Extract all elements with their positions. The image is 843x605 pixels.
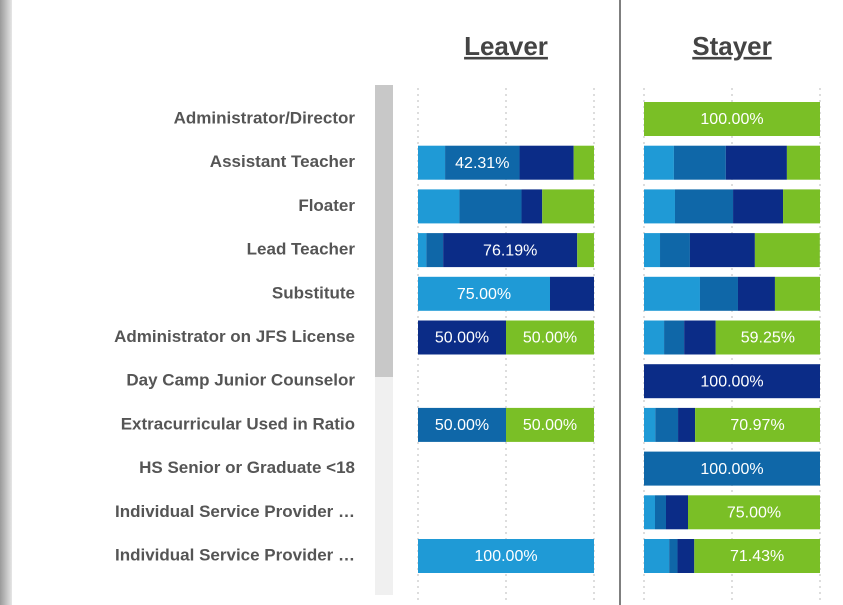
bar-segment (644, 189, 675, 224)
data-label: 100.00% (700, 111, 763, 128)
bar-segment (506, 320, 594, 355)
category-label: Individual Service Provider … (115, 545, 355, 564)
bar-segment (644, 320, 665, 355)
plot: Administrator/Director Assistant Teacher F… (114, 31, 821, 600)
category-label: Assistant Teacher (210, 152, 356, 171)
data-label: 76.19% (483, 242, 537, 259)
bar-segment (733, 189, 784, 224)
bar-segment (644, 233, 661, 268)
bar-segment (754, 233, 820, 268)
window-edge (0, 0, 12, 605)
data-label: 59.25% (741, 330, 795, 347)
category-label: Individual Service Provider … (115, 502, 355, 521)
data-label: 50.00% (435, 417, 489, 434)
bar-segment (644, 364, 820, 399)
bar-segment (673, 145, 726, 180)
category-label: Administrator on JFS License (114, 327, 355, 346)
bar-segment (418, 233, 427, 268)
category-label: Extracurricular Used in Ratio (121, 414, 355, 433)
bar-segment (445, 145, 520, 180)
bar-segment (677, 539, 695, 573)
category-label: Lead Teacher (247, 240, 356, 259)
bar-segment (506, 407, 594, 442)
bar-segment (418, 189, 460, 224)
data-label: 75.00% (457, 286, 511, 303)
data-label: 42.31% (455, 155, 509, 172)
panel-title: Leaver (464, 31, 548, 61)
scrollbar-thumb[interactable] (375, 85, 393, 377)
panel-title: Stayer (692, 31, 772, 61)
bar-segment (418, 145, 446, 180)
bar-segment (694, 539, 820, 573)
category-label: Day Camp Junior Counselor (126, 371, 355, 390)
bar-segment (715, 320, 820, 355)
data-label: 50.00% (523, 330, 577, 347)
bar-segment (418, 320, 506, 355)
bar-segment (644, 495, 655, 530)
category-label: HS Senior or Graduate <18 (139, 458, 355, 477)
bar-segment (774, 276, 820, 311)
bar-segment (644, 102, 820, 136)
bar-segment (644, 407, 656, 442)
bar-segment (664, 320, 685, 355)
bar-segment (418, 539, 594, 573)
data-label: 70.97% (730, 417, 784, 434)
bar-segment (644, 276, 700, 311)
data-label: 75.00% (727, 505, 781, 522)
data-label: 50.00% (435, 330, 489, 347)
data-label: 50.00% (523, 417, 577, 434)
data-label: 100.00% (474, 548, 537, 565)
bar-segment (577, 233, 594, 268)
bar-segment (519, 145, 574, 180)
category-label: Substitute (272, 283, 355, 302)
data-label: 71.43% (730, 548, 784, 565)
bar-segment (426, 233, 444, 268)
bar-segment (542, 189, 594, 224)
bar-segment (660, 233, 690, 268)
bar-segment (666, 495, 688, 530)
bar-segment (644, 451, 820, 486)
category-label: Floater (298, 196, 355, 215)
bar-segment (678, 407, 696, 442)
bar-segment (573, 145, 594, 180)
bar-segment (418, 276, 550, 311)
bar-segment (521, 189, 543, 224)
bar-segment (443, 233, 578, 268)
bar-segment (655, 407, 679, 442)
data-label: 100.00% (700, 461, 763, 478)
bar-segment (669, 539, 678, 573)
bar-segment (786, 145, 820, 180)
bar-segment (684, 320, 716, 355)
data-label: 100.00% (700, 373, 763, 390)
bar-segment (689, 233, 755, 268)
bar-segment (644, 145, 674, 180)
bar-segment (418, 407, 506, 442)
bar-segment (550, 276, 594, 311)
bar-segment (737, 276, 775, 311)
bar-segment (459, 189, 522, 224)
bar-segment (699, 276, 738, 311)
category-label: Administrator/Director (174, 108, 356, 127)
bar-segment (688, 495, 820, 530)
bar-segment (695, 407, 820, 442)
bar-segment (674, 189, 734, 224)
bar-segment (644, 539, 670, 573)
bar-segment (655, 495, 666, 530)
bar-segment (725, 145, 787, 180)
bar-segment (783, 189, 820, 224)
